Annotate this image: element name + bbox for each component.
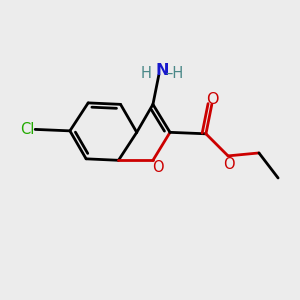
Text: O: O xyxy=(223,157,234,172)
Text: O: O xyxy=(152,160,164,175)
Text: O: O xyxy=(206,92,219,106)
Text: –H: –H xyxy=(165,66,183,81)
Text: Cl: Cl xyxy=(20,122,34,137)
Text: H: H xyxy=(141,66,152,81)
Text: N: N xyxy=(155,63,169,78)
